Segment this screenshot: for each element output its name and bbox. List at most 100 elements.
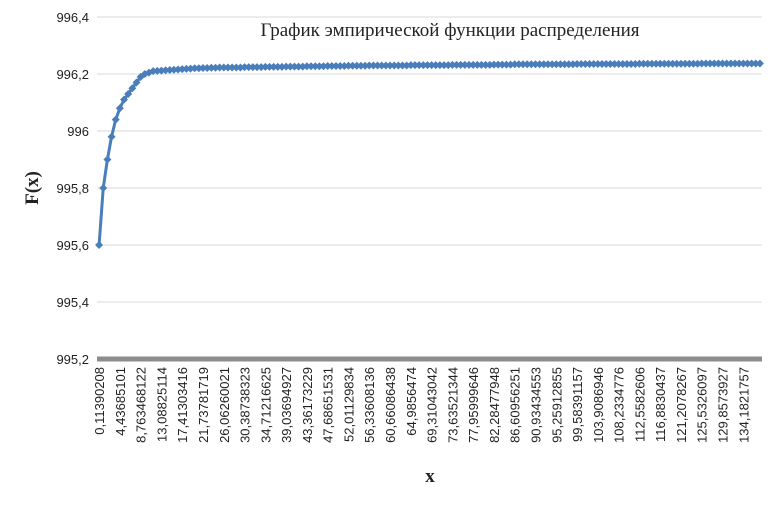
data-point: [253, 63, 262, 72]
data-point: [635, 59, 644, 68]
x-tick-label: 103,9086946: [591, 367, 606, 443]
data-point: [219, 63, 228, 72]
chart-title: График эмпирической функции распределени…: [260, 20, 639, 41]
x-tick-label: 30,38738323: [238, 367, 253, 443]
data-point: [622, 60, 631, 69]
data-point: [519, 60, 528, 69]
data-point: [464, 60, 473, 69]
data-point: [498, 60, 507, 69]
data-point: [535, 60, 544, 69]
x-tick-label: 77,95999646: [466, 367, 481, 443]
data-point: [527, 60, 536, 69]
data-point: [577, 60, 586, 69]
y-tick-label: 995,8: [56, 181, 89, 196]
data-point: [115, 104, 124, 113]
data-point: [473, 60, 482, 69]
data-point: [265, 62, 274, 71]
data-point: [215, 63, 224, 72]
x-tick-label: 56,33608136: [362, 367, 377, 443]
data-point: [564, 60, 573, 69]
data-point: [132, 78, 141, 87]
data-point: [386, 61, 395, 70]
data-point: [751, 59, 760, 68]
data-point: [228, 63, 237, 72]
y-tick-label: 995,6: [56, 238, 89, 253]
data-point: [415, 61, 424, 70]
data-point: [290, 62, 299, 71]
data-point: [273, 62, 282, 71]
data-point: [307, 62, 316, 71]
data-point: [348, 61, 357, 70]
x-tick-label: 21,73781719: [196, 367, 211, 443]
data-point: [689, 59, 698, 68]
data-point: [190, 64, 199, 73]
x-tick-label: 13,08825114: [154, 367, 169, 442]
data-point: [647, 59, 656, 68]
data-point: [514, 60, 523, 69]
data-point: [710, 59, 719, 68]
data-point: [294, 62, 303, 71]
data-point: [701, 59, 710, 68]
data-point: [681, 59, 690, 68]
data-point: [714, 59, 723, 68]
x-tick-label: 64,9856474: [404, 367, 419, 436]
x-tick-label: 108,2334776: [612, 367, 627, 443]
data-point: [365, 61, 374, 70]
x-axis-label: x: [425, 466, 435, 487]
data-point: [248, 63, 257, 72]
data-point: [722, 59, 731, 68]
data-point: [240, 63, 249, 72]
data-point: [427, 61, 436, 70]
data-point: [602, 60, 611, 69]
x-tick-label: 39,03694927: [279, 367, 294, 443]
data-point: [456, 60, 465, 69]
data-point: [494, 60, 503, 69]
data-point: [664, 59, 673, 68]
data-point: [735, 59, 744, 68]
data-point: [286, 62, 295, 71]
x-tick-label: 95,25912855: [549, 367, 564, 443]
data-point: [618, 60, 627, 69]
data-point: [581, 60, 590, 69]
data-point: [706, 59, 715, 68]
x-tick-label: 112,5582606: [632, 367, 647, 442]
data-point: [356, 61, 365, 70]
data-point: [685, 59, 694, 68]
data-point: [398, 61, 407, 70]
data-point: [369, 61, 378, 70]
data-point: [298, 62, 307, 71]
x-tick-label: 129,8573927: [716, 367, 731, 443]
data-point: [336, 62, 345, 71]
data-point: [269, 62, 278, 71]
data-point: [128, 84, 137, 93]
x-tick-label: 82,28477948: [487, 367, 502, 443]
data-point: [643, 59, 652, 68]
data-point: [107, 132, 116, 141]
data-point: [311, 62, 320, 71]
data-point: [743, 59, 752, 68]
x-tick-label: 69,31043042: [425, 367, 440, 443]
data-point: [315, 62, 324, 71]
x-tick-label: 134,1821757: [736, 367, 751, 443]
x-tick-label: 60,66086438: [383, 367, 398, 443]
x-tick-label: 4,43685101: [113, 367, 128, 436]
data-point: [573, 60, 582, 69]
data-point: [593, 60, 602, 69]
data-point: [423, 61, 432, 70]
data-point: [377, 61, 386, 70]
data-point: [739, 59, 748, 68]
x-tick-label: 99,58391157: [570, 367, 585, 442]
y-tick-label: 995,2: [56, 352, 89, 367]
data-point: [340, 62, 349, 71]
data-point: [668, 59, 677, 68]
x-tick-label: 34,71216625: [258, 367, 273, 443]
data-point: [510, 60, 519, 69]
y-tick-label: 995,4: [56, 295, 89, 310]
x-tick-label: 86,60956251: [508, 367, 523, 443]
data-point: [656, 59, 665, 68]
data-point: [718, 59, 727, 68]
x-tick-label: 73,63521344: [445, 367, 460, 443]
x-tick-label: 90,93434553: [528, 367, 543, 443]
